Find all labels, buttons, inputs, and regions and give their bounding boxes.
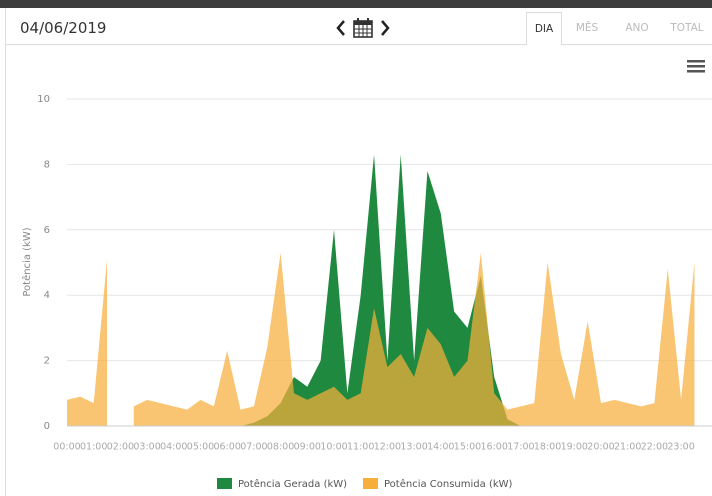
tab[interactable]: MÊS [575, 22, 599, 34]
x-tick-label: 01:00 [80, 442, 107, 453]
x-tick-label: 19:00 [561, 442, 588, 453]
x-tick-label: 11:00 [347, 442, 374, 453]
y-tick-label: 8 [44, 159, 50, 170]
y-tick-label: 10 [37, 94, 50, 105]
y-tick-label: 2 [44, 356, 50, 367]
x-tick-label: 20:00 [587, 442, 614, 453]
next-arrow[interactable] [381, 20, 390, 36]
x-tick-label: 21:00 [614, 442, 641, 453]
tabs: DIA MÊS ANO TOTAL [526, 12, 712, 46]
x-tick-label: 04:00 [160, 442, 187, 453]
legend-swatch [217, 478, 232, 489]
x-tick-label: 10:00 [320, 442, 347, 453]
x-tick-label: 14:00 [427, 442, 454, 453]
x-tick-label: 15:00 [454, 442, 481, 453]
tab[interactable]: TOTAL [670, 22, 704, 34]
x-tick-label: 02:00 [107, 442, 134, 453]
x-tick-label: 00:00 [53, 442, 80, 453]
legend-label: Potência Consumida (kW) [384, 478, 513, 490]
top-bar [0, 0, 712, 8]
legend-label: Potência Gerada (kW) [238, 478, 347, 490]
x-tick-label: 12:00 [374, 442, 401, 453]
date-nav [336, 18, 390, 38]
x-tick-label: 09:00 [294, 442, 321, 453]
x-tick-label: 16:00 [481, 442, 508, 453]
calendar-icon[interactable] [353, 18, 373, 38]
area [67, 154, 695, 426]
area [67, 259, 108, 426]
x-tick-label: 17:00 [507, 442, 534, 453]
x-tick-label: 05:00 [187, 442, 214, 453]
chart: Potência (kW) 0 2 4 6 8 10 00:00 01:00 02:00 03:0… [21, 60, 712, 490]
x-tick-label: 23:00 [667, 442, 694, 453]
date[interactable]: 04/06/2019 [20, 19, 107, 37]
x-tick-label: 06:00 [214, 442, 241, 453]
x-tick-label: 03:00 [133, 442, 160, 453]
x-tick-label: 22:00 [641, 442, 668, 453]
area [133, 252, 695, 426]
x-tick-label: 07:00 [240, 442, 267, 453]
y-axis-label: Potência (kW) [21, 227, 33, 296]
y-tick-label: 4 [44, 290, 50, 301]
tab[interactable]: ANO [625, 22, 649, 34]
tab[interactable]: DIA [526, 12, 562, 46]
header: 04/06/2019 DIA MÊS ANO TOTAL [6, 8, 712, 46]
menu-icon[interactable] [687, 60, 705, 73]
x-tick-label: 13:00 [400, 442, 427, 453]
y-tick-label: 6 [44, 225, 50, 236]
prev-arrow[interactable] [336, 20, 345, 36]
x-tick-label: 18:00 [534, 442, 561, 453]
x-tick-label: 08:00 [267, 442, 294, 453]
legend-swatch [363, 478, 378, 489]
y-tick-label: 0 [44, 421, 50, 432]
panel [5, 8, 712, 496]
